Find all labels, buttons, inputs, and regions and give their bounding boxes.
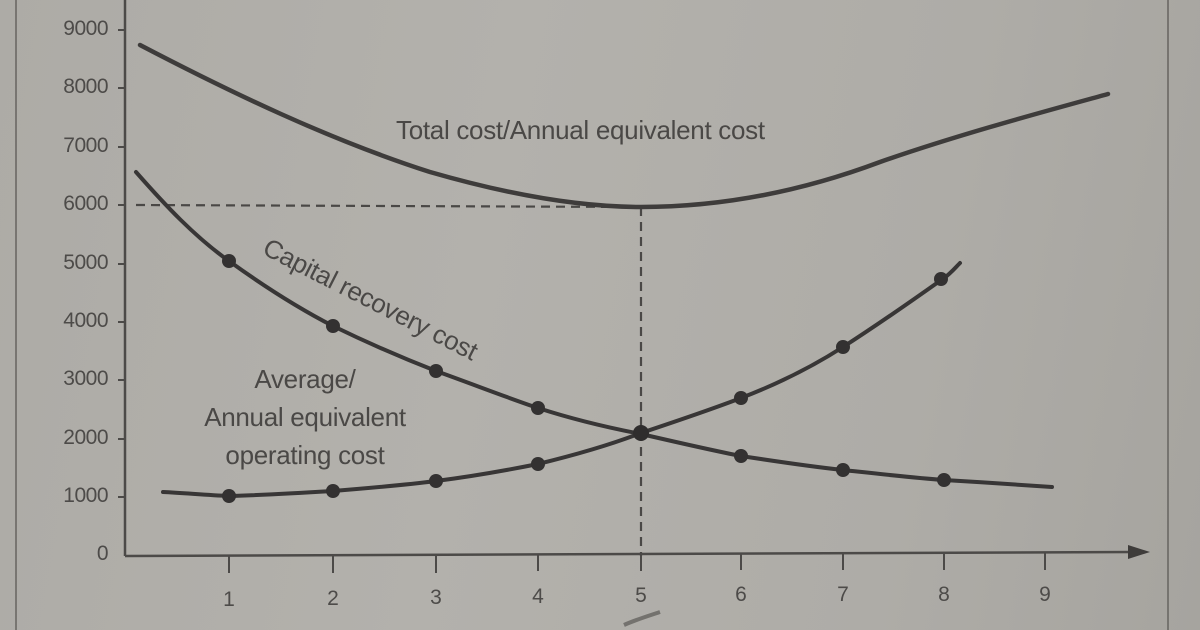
y-tick-label: 9000 xyxy=(63,17,108,40)
x-tick-label: 9 xyxy=(1039,583,1051,606)
operating-cost-label-line: Average/ xyxy=(254,364,356,394)
operating-cost-markers xyxy=(222,272,948,503)
capital-recovery-markers xyxy=(222,254,951,487)
left-margin-rule xyxy=(15,0,17,630)
x-tick-label: 5 xyxy=(635,584,647,607)
y-tick-label: 2000 xyxy=(63,426,108,449)
capital-recovery-curve xyxy=(134,170,1054,489)
operating-cost-curve xyxy=(161,261,962,499)
y-tick-label: 5000 xyxy=(63,251,108,274)
x-axis-arrow-icon xyxy=(1128,545,1150,559)
x-tick-label: 8 xyxy=(938,583,950,606)
y-tick-label: 0 xyxy=(96,542,109,565)
right-margin-rule xyxy=(1167,0,1169,630)
operating-cost-label-line: Annual equivalent xyxy=(204,402,406,432)
axes xyxy=(118,0,1150,573)
operating-cost-label: Average/ Annual equivalent operating cos… xyxy=(160,360,450,474)
x-tick-label: 6 xyxy=(735,583,747,606)
x-tick-label: 7 xyxy=(837,583,849,606)
y-tick-label: 1000 xyxy=(63,484,108,507)
total-cost-label: Total cost/Annual equivalent cost xyxy=(396,115,765,145)
optimum-guides xyxy=(135,203,643,556)
x-tick-label: 1 xyxy=(223,588,235,611)
x-tick-label: 4 xyxy=(532,585,544,608)
y-tick-label: 8000 xyxy=(63,75,108,98)
intersection-marker xyxy=(633,425,649,441)
pencil-mark xyxy=(623,610,661,627)
x-tick-label: 2 xyxy=(327,587,339,610)
operating-cost-label-line: operating cost xyxy=(225,440,385,470)
x-tick-label: 3 xyxy=(430,586,442,609)
y-tick-label: 3000 xyxy=(63,367,108,390)
y-tick-label: 4000 xyxy=(63,309,108,332)
y-tick-label: 6000 xyxy=(63,192,108,215)
y-tick-label: 7000 xyxy=(63,134,108,157)
total-cost-curve xyxy=(137,42,1111,210)
